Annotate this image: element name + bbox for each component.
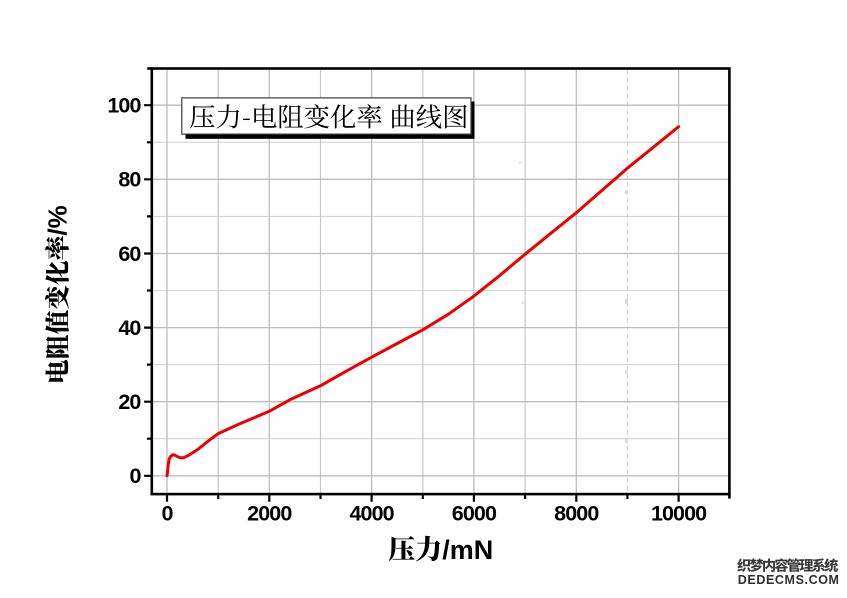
svg-text:6000: 6000 bbox=[452, 502, 497, 526]
svg-text:2000: 2000 bbox=[247, 502, 292, 526]
svg-text:/mN: /mN bbox=[442, 535, 493, 565]
svg-text:4000: 4000 bbox=[349, 502, 394, 526]
svg-text:20: 20 bbox=[118, 390, 141, 414]
svg-text:80: 80 bbox=[118, 168, 141, 192]
svg-text:60: 60 bbox=[118, 242, 141, 266]
svg-text:8000: 8000 bbox=[554, 502, 599, 526]
svg-text:100: 100 bbox=[107, 94, 141, 118]
svg-text:0: 0 bbox=[161, 502, 173, 526]
svg-text:/%: /% bbox=[43, 205, 73, 235]
svg-text:10000: 10000 bbox=[651, 502, 707, 526]
svg-text:40: 40 bbox=[118, 316, 141, 340]
svg-text:0: 0 bbox=[129, 464, 141, 488]
svg-text:DEDECMS.COM: DEDECMS.COM bbox=[738, 573, 840, 587]
